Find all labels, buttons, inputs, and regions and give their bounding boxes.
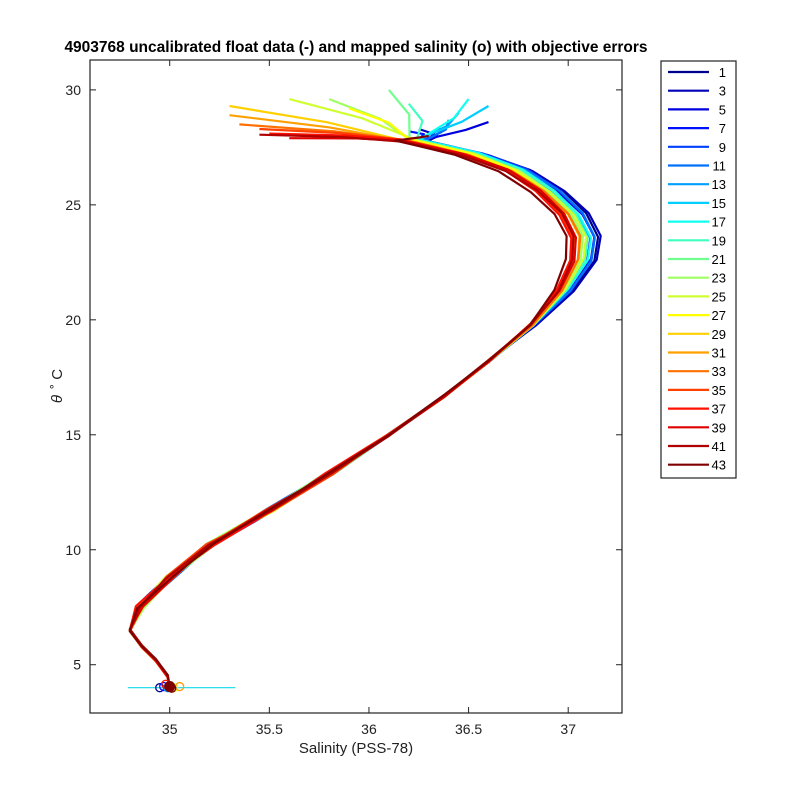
- y-axis-label: θ ˚ C: [49, 369, 66, 403]
- legend-label: 5: [719, 102, 726, 117]
- legend-label: 25: [712, 289, 726, 304]
- legend-label: 1: [719, 65, 726, 80]
- y-tick-label: 5: [73, 657, 81, 673]
- y-tick-label: 30: [65, 82, 81, 98]
- legend-label: 31: [712, 346, 726, 361]
- series-line-7: [128, 130, 592, 688]
- series-line-35: [128, 127, 575, 688]
- x-tick-label: 36: [361, 721, 377, 737]
- series-line-41: [128, 133, 575, 688]
- legend-label: 7: [719, 121, 726, 136]
- y-tick-label: 20: [65, 312, 81, 328]
- series-lines: [128, 89, 602, 690]
- y-axis-symbol: θ: [49, 395, 66, 403]
- legend-label: 21: [712, 252, 726, 267]
- series-line-23: [128, 98, 584, 687]
- legend-label: 17: [712, 215, 726, 230]
- x-axis-label: Salinity (PSS-78): [299, 740, 413, 757]
- plot-frame: [89, 59, 623, 714]
- y-tick-label: 10: [65, 542, 81, 558]
- legend-label: 35: [712, 383, 726, 398]
- y-tick-label: 15: [65, 427, 81, 443]
- legend-label: 19: [712, 233, 726, 248]
- legend-label: 43: [712, 458, 726, 473]
- series-line-13: [128, 112, 589, 688]
- legend-label: 13: [712, 177, 726, 192]
- legend-label: 23: [712, 271, 726, 286]
- mapped-salinity-point: [164, 681, 176, 693]
- series-line-11: [128, 119, 596, 689]
- legend-label: 3: [719, 84, 726, 99]
- series-line-43: [128, 134, 568, 687]
- axis-ticks: 35 35.5 36 36.5 37 5 10 15 20 25 30: [65, 60, 622, 737]
- x-tick-label: 37: [560, 721, 576, 737]
- x-tick-label: 35: [162, 721, 178, 737]
- series-line-31: [128, 114, 581, 688]
- series-line-19: [128, 103, 589, 690]
- series-line-15: [128, 105, 588, 687]
- y-axis-unit: ˚ C: [49, 369, 66, 389]
- series-line-9: [128, 126, 596, 689]
- series-line-27: [128, 107, 582, 689]
- legend-label: 27: [712, 308, 726, 323]
- legend-label: 9: [719, 140, 726, 155]
- legend-label: 11: [713, 159, 727, 174]
- y-tick-label: 25: [65, 197, 81, 213]
- series-line-33: [128, 123, 582, 687]
- mapped-points: [127, 679, 236, 693]
- legend-label: 39: [712, 420, 726, 435]
- series-line-39: [128, 137, 577, 689]
- x-tick-label: 36.5: [455, 721, 482, 737]
- legend-label: 15: [712, 196, 726, 211]
- legend-label: 41: [712, 439, 726, 454]
- series-line-29: [128, 104, 577, 689]
- legend-label: 37: [712, 402, 726, 417]
- series-line-5: [128, 121, 596, 687]
- series-line-1: [128, 132, 600, 689]
- series-line-37: [128, 132, 573, 689]
- legend-label: 29: [712, 327, 726, 342]
- chart-title: 4903768 uncalibrated float data (-) and …: [64, 39, 647, 56]
- series-line-25: [128, 98, 588, 688]
- legend-label: 33: [712, 364, 726, 379]
- x-tick-label: 35.5: [256, 721, 283, 737]
- series-line-3: [128, 127, 602, 688]
